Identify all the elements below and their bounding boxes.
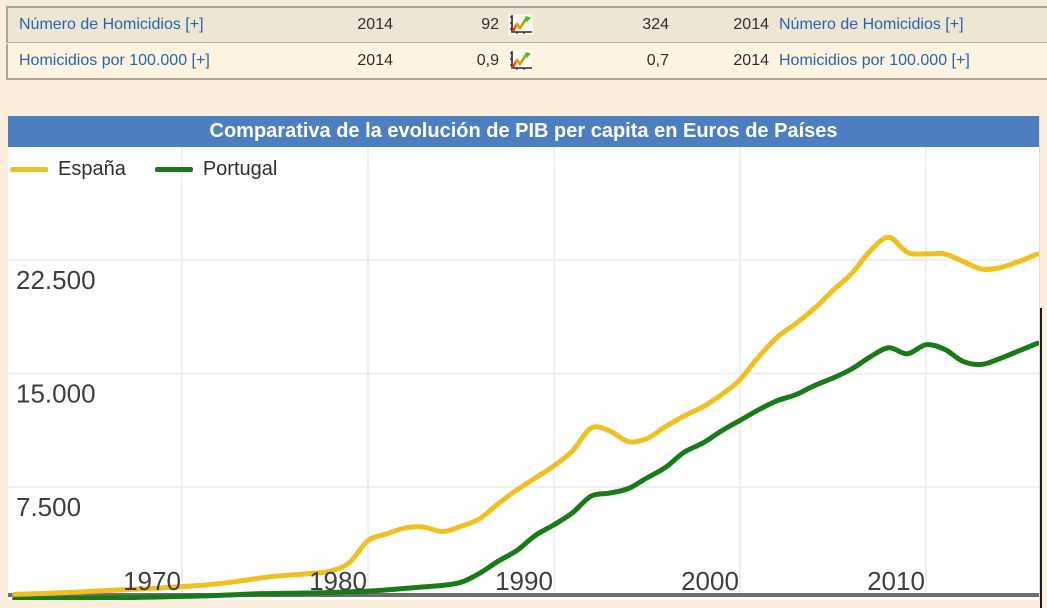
indicator-link-left[interactable]: Número de Homicidios [+] <box>19 16 204 33</box>
gdp-comparison-chart: Comparativa de la evolución de PIB per c… <box>8 116 1040 600</box>
svg-text:1970: 1970 <box>123 566 181 596</box>
indicator-link-right[interactable]: Número de Homicidios [+] <box>779 16 964 33</box>
chart-legend: España Portugal <box>10 158 306 181</box>
year-cell-right: 2014 <box>733 16 769 33</box>
indicator-link-right[interactable]: Homicidios por 100.000 [+] <box>779 52 970 69</box>
line-chart-icon[interactable] <box>507 50 533 72</box>
svg-text:2000: 2000 <box>681 566 739 596</box>
chart-title: Comparativa de la evolución de PIB per c… <box>8 116 1039 147</box>
table-row: Número de Homicidios [+] 2014 92 324 201… <box>6 8 1047 43</box>
svg-text:15.000: 15.000 <box>16 379 96 409</box>
year-cell-right: 2014 <box>733 52 769 69</box>
year-cell-left: 2014 <box>357 52 393 69</box>
legend-item-portugal: Portugal <box>154 158 278 181</box>
table-row: Homicidios por 100.000 [+] 2014 0,9 0,7 … <box>6 44 1047 80</box>
svg-text:1990: 1990 <box>495 566 553 596</box>
svg-text:22.500: 22.500 <box>16 265 96 295</box>
line-chart-icon[interactable] <box>507 14 533 36</box>
value-cell-left: 92 <box>481 16 499 33</box>
portugal-line-swatch <box>154 167 193 172</box>
legend-label: España <box>58 158 126 180</box>
legend-label: Portugal <box>202 158 278 180</box>
value-cell-left: 0,9 <box>476 52 499 69</box>
svg-text:1980: 1980 <box>309 566 367 596</box>
indicator-link-left[interactable]: Homicidios por 100.000 [+] <box>19 52 210 69</box>
year-cell-left: 2014 <box>357 16 393 33</box>
svg-text:7.500: 7.500 <box>16 492 81 522</box>
cutoff-element-edge <box>1040 308 1042 608</box>
chart-plot-area[interactable]: 7.500 15.000 22.500 1970 1980 1990 2000 2010 Es… <box>8 147 1039 600</box>
chart-canvas[interactable]: 7.500 15.000 22.500 1970 1980 1990 2000 2010 <box>8 147 1039 600</box>
value-cell-right: 0,7 <box>646 52 669 69</box>
legend-item-espana: España <box>10 158 126 181</box>
svg-text:2010: 2010 <box>867 566 925 596</box>
espana-line-swatch <box>10 167 48 172</box>
table-row-partial <box>6 0 1047 8</box>
value-cell-right: 324 <box>642 16 669 33</box>
